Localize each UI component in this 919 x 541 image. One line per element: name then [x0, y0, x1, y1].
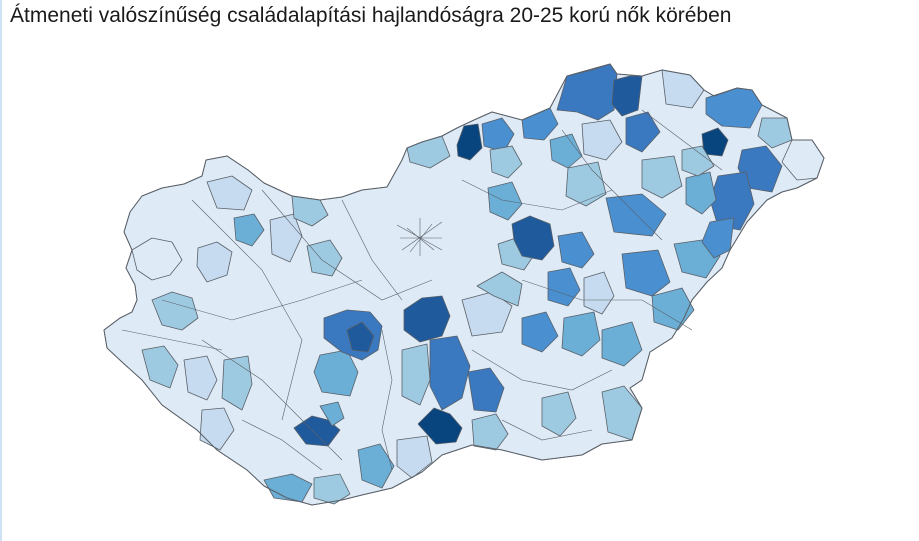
budapest-line-2: [401, 221, 443, 251]
region-plain-e: [521, 311, 559, 353]
region-plain-p: [541, 391, 577, 437]
border-line-6: [461, 179, 613, 211]
region-southwest-c: [221, 355, 253, 411]
region-north-f: [581, 119, 623, 161]
region-central-f: [429, 335, 471, 411]
region-plain-k: [605, 193, 667, 237]
region-southwest-a: [141, 345, 179, 389]
border-line-5: [201, 339, 343, 461]
region-northeast-g: [757, 117, 793, 149]
region-northeast-i: [737, 145, 783, 193]
region-northeast-a: [556, 63, 618, 121]
region-plain-f: [561, 311, 601, 357]
region-northeast-c: [625, 111, 661, 153]
border-line-1: [191, 199, 303, 421]
region-plain-n: [487, 181, 523, 221]
region-west-b: [151, 291, 199, 331]
region-plain-d: [583, 271, 615, 315]
budapest-districts: [396, 218, 443, 256]
region-south-e: [417, 407, 463, 445]
border-line-2: [261, 189, 433, 301]
region-north-b: [481, 117, 515, 153]
region-northeast-k: [685, 171, 717, 215]
district-borders: [121, 109, 723, 471]
region-west-e: [269, 213, 303, 263]
map-title: Átmeneti valószínűség családalapítási ha…: [10, 4, 732, 27]
region-plain-h: [621, 249, 671, 297]
border-line-12: [381, 329, 393, 471]
region-northeast-b: [611, 75, 643, 117]
region-south-a: [263, 473, 313, 503]
region-west-d: [233, 213, 265, 247]
region-central-e: [401, 343, 431, 406]
border-line-4: [161, 279, 363, 321]
region-south-c: [357, 443, 395, 489]
region-west-g: [206, 175, 253, 211]
border-line-11: [561, 129, 663, 241]
region-north-e: [549, 133, 583, 169]
region-central-h: [461, 291, 513, 337]
region-plain-o: [601, 385, 643, 441]
region-plain-b: [557, 231, 595, 269]
region-north-a: [456, 123, 483, 161]
border-line-13: [121, 329, 223, 351]
region-central-c: [346, 321, 375, 353]
region-south-f: [471, 413, 509, 451]
region-central-d: [403, 295, 451, 343]
country-outline: [103, 63, 825, 506]
region-northeast-l: [681, 145, 715, 177]
border-line-14: [241, 419, 323, 471]
border-line-10: [641, 109, 723, 171]
region-north-d: [489, 145, 523, 179]
region-plain-l: [565, 161, 607, 207]
border-line-9: [501, 419, 593, 441]
border-line-8: [471, 349, 613, 391]
region-plain-g: [601, 321, 643, 367]
region-plain-m: [641, 155, 683, 199]
region-plain-a: [511, 215, 555, 261]
region-northeast-m: [701, 217, 735, 259]
region-south-b: [313, 473, 351, 505]
region-west-f: [306, 239, 343, 277]
region-west-c: [196, 241, 233, 283]
border-line-7: [521, 279, 693, 331]
region-south-d: [396, 435, 433, 479]
region-southwest-d: [199, 407, 235, 451]
region-central-i: [476, 271, 523, 307]
budapest-line-6: [409, 223, 433, 253]
region-central-g: [467, 367, 505, 413]
region-southwest-f: [319, 401, 345, 427]
region-southwest-b: [183, 355, 218, 401]
region-west-a: [131, 237, 183, 281]
border-line-3: [341, 199, 403, 301]
